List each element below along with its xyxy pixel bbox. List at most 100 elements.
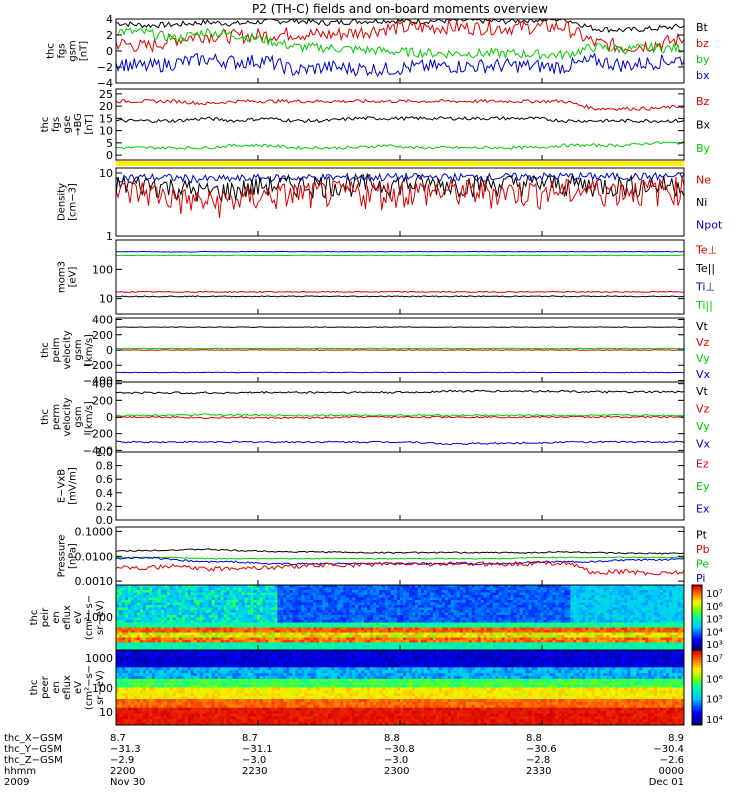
heat-cell: [140, 630, 143, 633]
heat-cell: [541, 600, 544, 603]
heat-cell: [370, 593, 373, 596]
heat-cell: [454, 628, 457, 631]
heat-cell: [451, 590, 454, 593]
heat-cell: [415, 610, 418, 613]
heat-cell: [289, 603, 292, 606]
heat-cell: [508, 640, 511, 643]
heat-cell: [621, 643, 624, 646]
heat-cell: [415, 603, 418, 606]
heat-cell: [116, 635, 119, 638]
heat-cell: [358, 605, 361, 608]
heat-cell: [541, 598, 544, 601]
heat-cell: [433, 595, 436, 598]
heat-cell: [487, 638, 490, 641]
heat-cell: [663, 590, 666, 593]
heat-cell: [505, 598, 508, 601]
heat-cell: [251, 638, 254, 641]
heat-cell: [636, 623, 639, 626]
legend-2-1: Ni: [696, 196, 707, 209]
heat-cell: [639, 630, 642, 633]
heat-cell: [367, 598, 370, 601]
heat-cell: [161, 625, 164, 628]
heat-cell: [472, 593, 475, 596]
heat-cell: [125, 640, 128, 643]
heat-cell: [561, 588, 564, 591]
heat-cell: [325, 633, 328, 636]
heat-cell: [538, 600, 541, 603]
heat-cell: [191, 638, 194, 641]
heat-cell: [370, 643, 373, 646]
legend-0-1: bz: [696, 37, 709, 50]
heat-cell: [469, 645, 472, 648]
heat-cell: [627, 605, 630, 608]
heat-cell: [475, 620, 478, 623]
heat-cell: [561, 593, 564, 596]
heat-cell: [164, 590, 167, 593]
heat-cell: [367, 610, 370, 613]
heat-cell: [185, 595, 188, 598]
heat-cell: [570, 625, 573, 628]
heat-cell: [394, 623, 397, 626]
heat-cell: [582, 590, 585, 593]
heat-cell: [212, 590, 215, 593]
heat-cell: [274, 588, 277, 591]
heat-cell: [116, 593, 119, 596]
heat-cell: [624, 600, 627, 603]
heat-cell: [490, 638, 493, 641]
heat-cell: [523, 625, 526, 628]
heat-cell: [262, 610, 265, 613]
heat-cell: [325, 605, 328, 608]
heat-cell: [502, 588, 505, 591]
heat-cell: [367, 605, 370, 608]
heat-cell: [400, 623, 403, 626]
heat-cell: [146, 643, 149, 646]
heat-cell: [128, 633, 131, 636]
heat-cell: [451, 623, 454, 626]
heat-cell: [313, 590, 316, 593]
heat-cell: [242, 610, 245, 613]
heat-cell: [520, 638, 523, 641]
heat-cell: [555, 623, 558, 626]
heat-cell: [277, 645, 280, 648]
heat-cell: [538, 643, 541, 646]
heat-cell: [376, 595, 379, 598]
heat-cell: [657, 638, 660, 641]
heat-cell: [514, 595, 517, 598]
heat-cell: [415, 643, 418, 646]
heat-cell: [224, 635, 227, 638]
heat-cell: [597, 590, 600, 593]
heat-cell: [224, 623, 227, 626]
heat-cell: [481, 595, 484, 598]
heat-cell: [262, 643, 265, 646]
heat-cell: [466, 603, 469, 606]
heat-cell: [167, 638, 170, 641]
heat-cell: [254, 625, 257, 628]
heat-cell: [376, 620, 379, 623]
heat-cell: [657, 645, 660, 648]
heat-cell: [490, 593, 493, 596]
heat-cell: [451, 645, 454, 648]
legend-2-2: Npot: [696, 219, 723, 232]
heat-cell: [594, 603, 597, 606]
heat-cell: [131, 610, 134, 613]
heat-cell: [633, 625, 636, 628]
heat-cell: [603, 588, 606, 591]
heat-cell: [639, 588, 642, 591]
heat-cell: [301, 643, 304, 646]
heat-cell: [582, 620, 585, 623]
heat-cell: [233, 610, 236, 613]
heat-cell: [131, 595, 134, 598]
heat-cell: [292, 590, 295, 593]
heat-cell: [505, 593, 508, 596]
heat-cell: [603, 593, 606, 596]
heat-cell: [630, 630, 633, 633]
heat-cell: [257, 593, 260, 596]
heat-cell: [433, 633, 436, 636]
heat-cell: [322, 645, 325, 648]
heat-cell: [457, 633, 460, 636]
heat-cell: [116, 643, 119, 646]
heat-cell: [439, 620, 442, 623]
heat-cell: [274, 613, 277, 616]
heat-cell: [280, 598, 283, 601]
heat-cell: [319, 618, 322, 621]
